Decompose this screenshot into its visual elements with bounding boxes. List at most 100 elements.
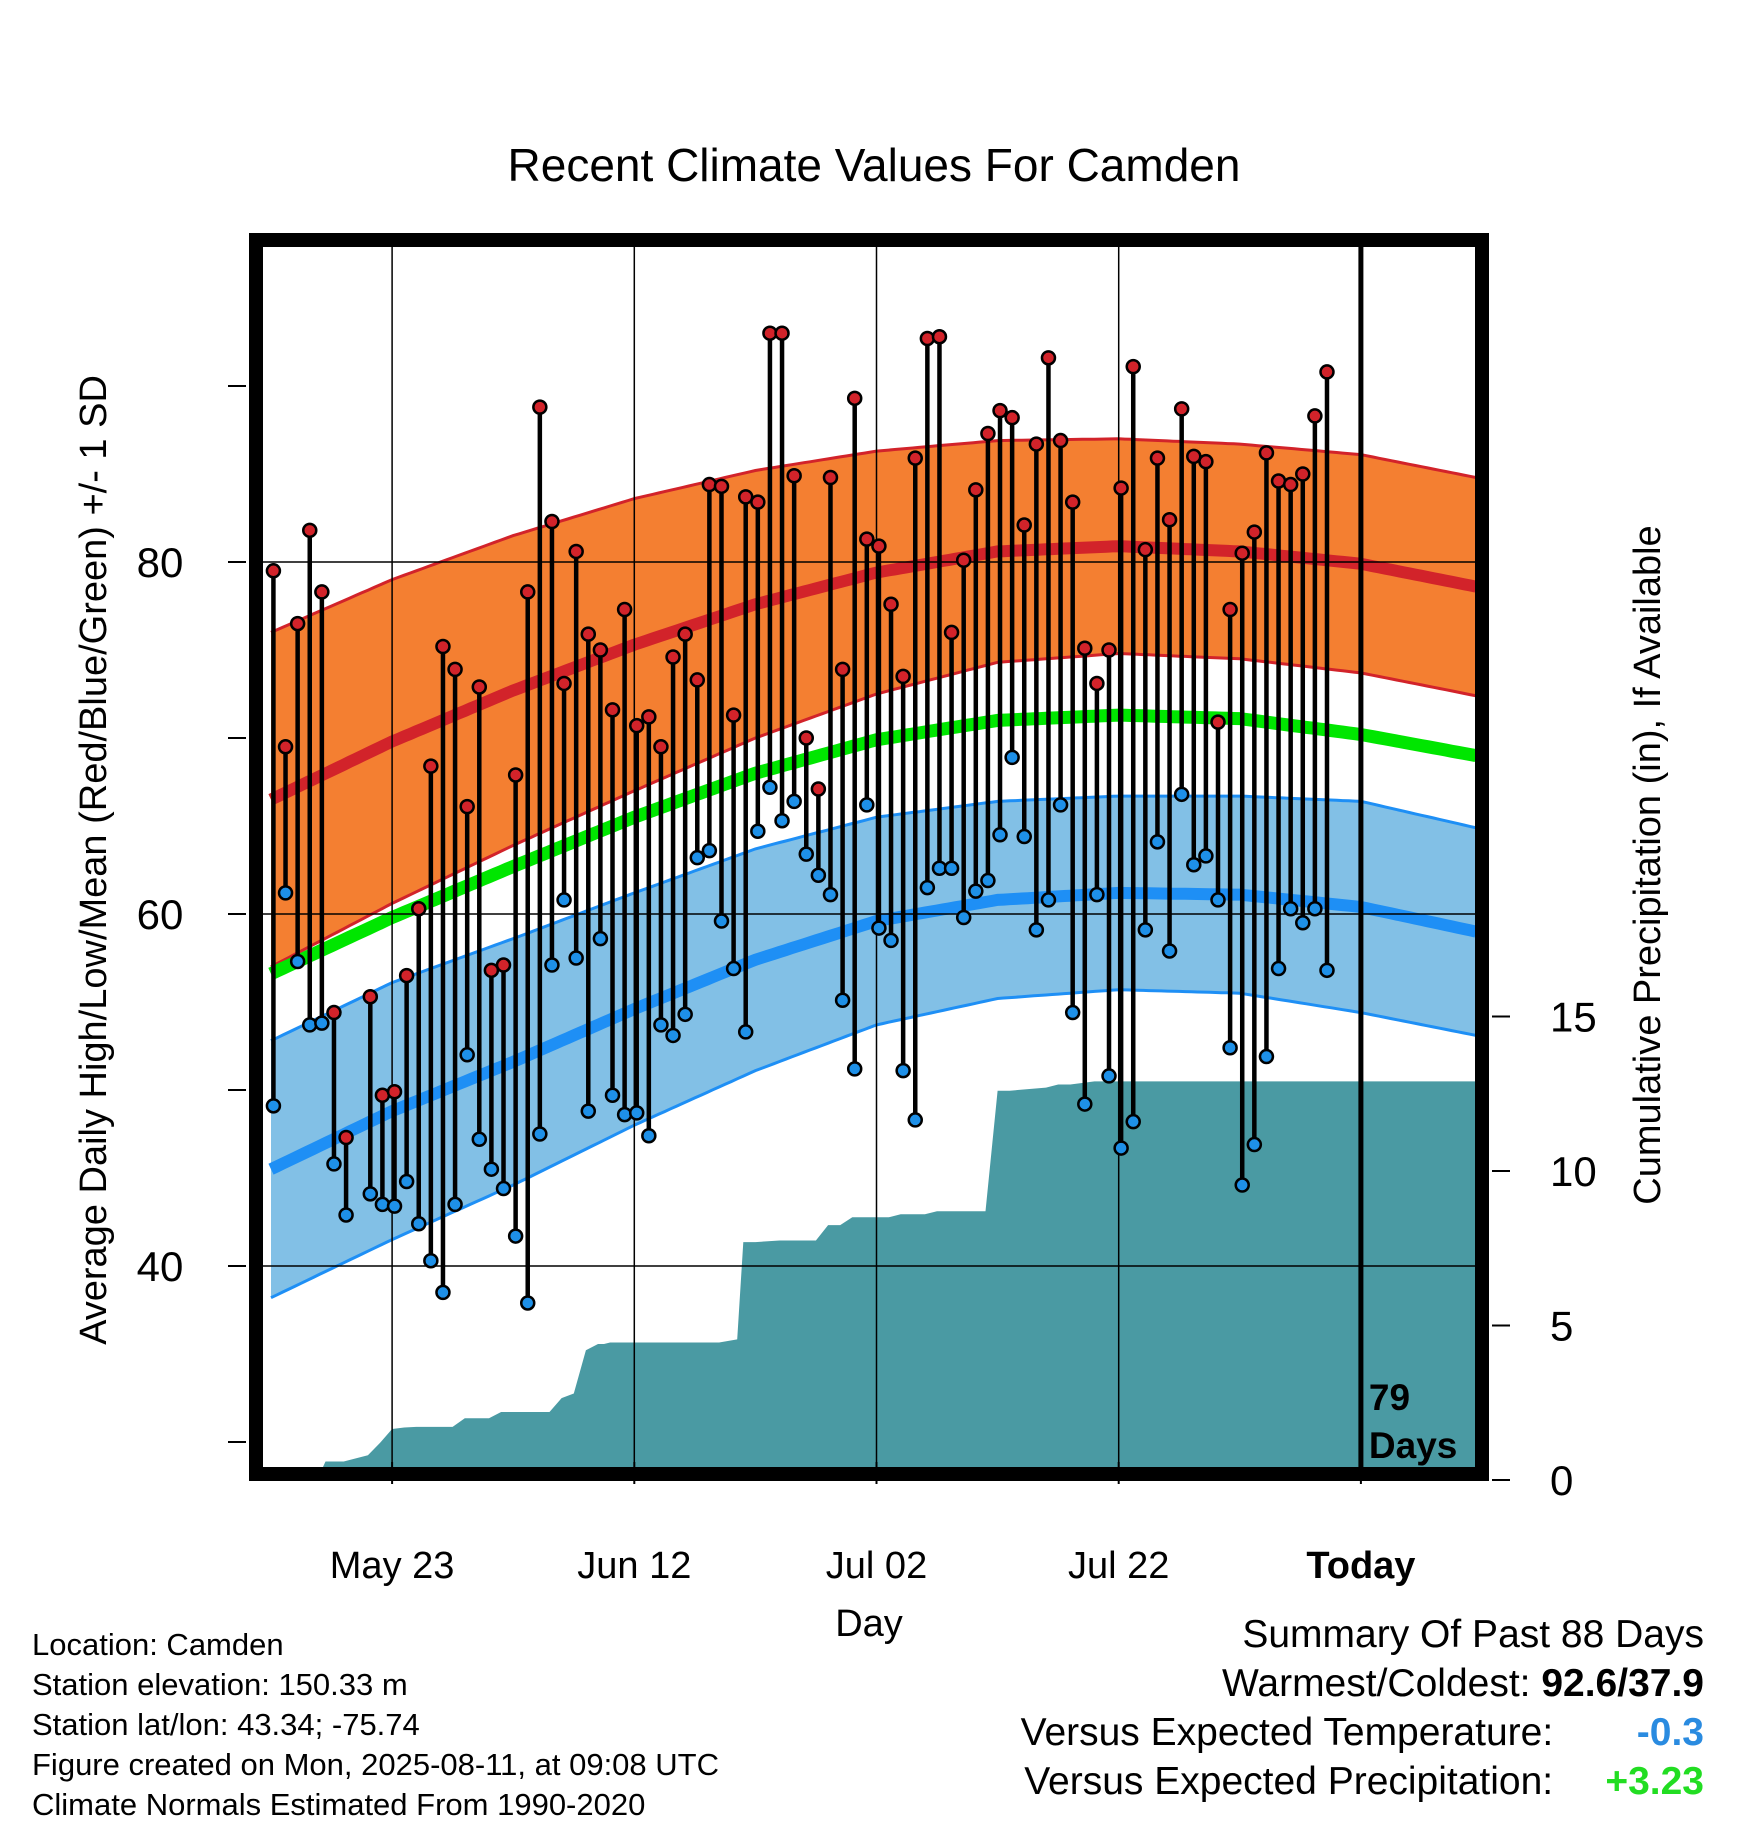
low-dot xyxy=(616,1106,633,1123)
low-dot xyxy=(810,867,827,884)
low-dot xyxy=(762,779,778,796)
low-dot xyxy=(1004,749,1020,766)
low-dot xyxy=(495,1180,512,1197)
high-dot xyxy=(1016,517,1032,533)
low-dot xyxy=(1077,1096,1093,1112)
axes: May 23 Jun 12 Jul 02 Jul 22 Today Day 40 60 80 Av… xyxy=(73,375,1669,1645)
high-dot xyxy=(1246,524,1263,540)
low-dot xyxy=(968,883,984,899)
high-sd-band-upper-edge xyxy=(270,437,1476,634)
high-dot xyxy=(822,469,839,486)
high-dot xyxy=(980,425,996,442)
x-tick-label: Jul 02 xyxy=(826,1545,927,1587)
high-dot xyxy=(410,900,427,917)
high-dot xyxy=(519,584,536,600)
low-dot xyxy=(410,1216,427,1232)
y-tick-label-right: 10 xyxy=(1550,1148,1597,1195)
high-dot xyxy=(1198,453,1214,470)
low-dot xyxy=(544,957,560,973)
high-dot xyxy=(859,531,875,547)
low-dot xyxy=(871,920,887,936)
low-dot xyxy=(1101,1068,1117,1084)
high-dot xyxy=(1064,494,1081,510)
low-dot xyxy=(701,842,718,859)
high-dot xyxy=(750,494,766,510)
high-dot xyxy=(265,563,282,579)
high-sd-band xyxy=(271,438,1476,967)
normal-high-line xyxy=(268,540,1476,806)
high-dot xyxy=(289,615,306,632)
high-dot xyxy=(1295,466,1311,482)
low-dot xyxy=(1064,1004,1081,1021)
high-dot xyxy=(810,781,827,797)
high-dot xyxy=(798,730,815,746)
low-dot xyxy=(1222,1040,1238,1056)
y-tick-label-left: 40 xyxy=(137,1243,184,1290)
warm-cold-row: Warmest/Coldest: 92.6/37.9 xyxy=(1021,1659,1704,1708)
y-tick-label-left: 80 xyxy=(137,539,184,586)
high-dot xyxy=(774,325,790,341)
low-dot xyxy=(786,793,802,810)
high-dot xyxy=(423,758,439,774)
low-dot xyxy=(1234,1177,1250,1193)
low-dot xyxy=(398,1173,415,1190)
high-dot xyxy=(713,478,730,495)
high-dot xyxy=(580,626,597,642)
normal-mean-line xyxy=(268,708,1476,980)
high-dot xyxy=(568,543,584,560)
elevation-line: Station elevation: 150.33 m xyxy=(32,1667,408,1702)
low-dot xyxy=(1270,960,1287,977)
summary-panel: Summary Of Past 88 Days Warmest/Coldest:… xyxy=(1021,1610,1704,1806)
warm-cold-label: Warmest/Coldest: xyxy=(1222,1662,1531,1705)
high-dot xyxy=(398,967,415,984)
high-dot xyxy=(834,661,851,678)
plot-frame: 79 Days xyxy=(249,233,1489,1481)
high-dot xyxy=(1173,401,1190,417)
high-dot xyxy=(653,739,669,755)
high-dot xyxy=(495,957,512,973)
low-dot xyxy=(1040,892,1057,908)
high-dot xyxy=(701,476,718,493)
low-dot xyxy=(689,849,706,866)
low-dot xyxy=(653,1017,669,1033)
low-dot xyxy=(1246,1136,1263,1153)
low-dot xyxy=(483,1161,500,1177)
low-sd-band-lower-edge xyxy=(270,988,1476,1300)
high-dot xyxy=(1319,364,1335,380)
high-dot xyxy=(628,717,645,734)
high-dot xyxy=(435,638,451,655)
high-dot xyxy=(1028,436,1045,452)
summary-heading: Summary Of Past 88 Days xyxy=(1242,1613,1704,1656)
high-dot xyxy=(277,739,294,755)
low-dot xyxy=(507,1228,524,1244)
high-dot xyxy=(968,482,984,498)
high-dot xyxy=(1052,432,1069,449)
normals-line: Climate Normals Estimated From 1990-2020 xyxy=(32,1787,646,1822)
low-dot xyxy=(580,1103,597,1119)
low-dot xyxy=(374,1196,391,1213)
daily-dots xyxy=(265,325,1335,1311)
high-dot xyxy=(907,450,924,466)
low-dot xyxy=(592,930,609,947)
high-dot xyxy=(556,675,572,692)
low-dot xyxy=(834,992,851,1008)
low-dot xyxy=(1258,1048,1275,1065)
low-dot xyxy=(556,892,572,908)
low-dot xyxy=(846,1061,863,1077)
x-tick-label: Today xyxy=(1306,1545,1415,1587)
low-dot xyxy=(447,1196,463,1213)
low-dot xyxy=(423,1252,439,1269)
normal-bands xyxy=(268,437,1476,1300)
low-dot xyxy=(386,1198,403,1214)
high-sd-band-lower-edge xyxy=(270,651,1476,969)
y-tick-label-right: 15 xyxy=(1550,994,1597,1041)
x-tick-label: May 23 xyxy=(330,1545,455,1587)
low-dot xyxy=(1161,943,1178,959)
low-dot xyxy=(519,1295,536,1311)
precip-area xyxy=(322,1081,1476,1468)
high-dot xyxy=(1113,480,1129,496)
high-dot xyxy=(641,709,657,725)
low-dot xyxy=(1282,900,1299,917)
high-dot xyxy=(507,767,524,783)
